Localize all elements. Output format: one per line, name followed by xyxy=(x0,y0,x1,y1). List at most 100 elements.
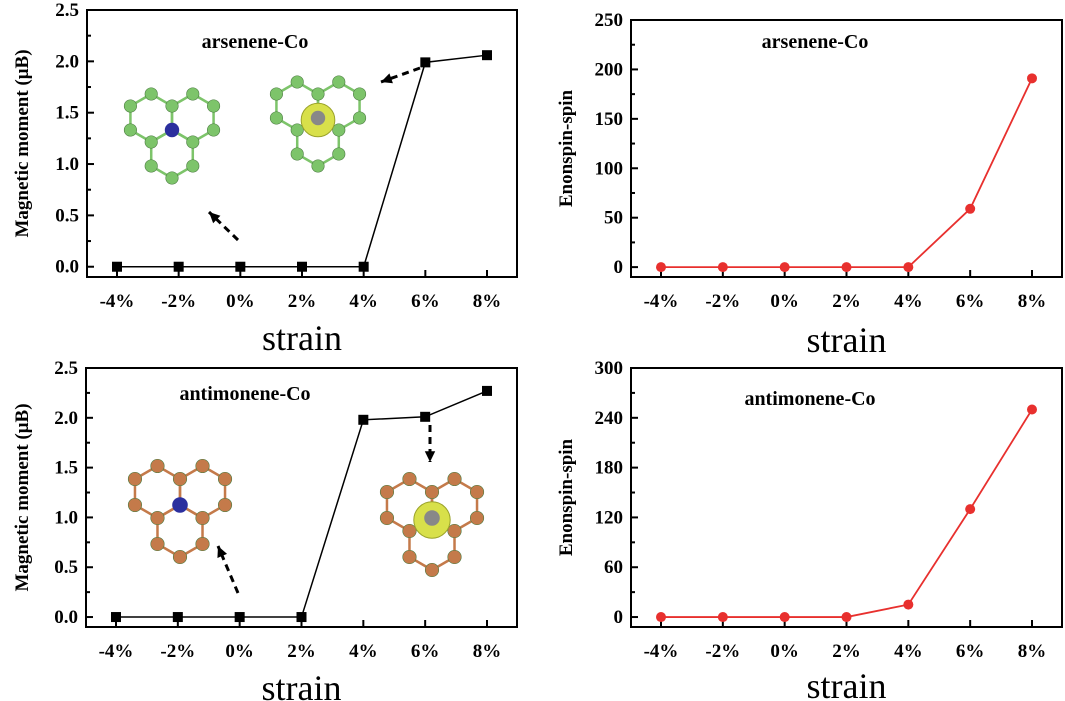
atom xyxy=(127,497,143,513)
x-tick-label: -4% xyxy=(100,291,135,312)
atom xyxy=(144,159,158,173)
data-point xyxy=(420,57,431,68)
x-tick-label: -2% xyxy=(160,641,195,662)
atom xyxy=(195,510,210,526)
atom xyxy=(207,99,221,113)
data-point xyxy=(841,262,852,273)
arrow-head xyxy=(209,212,221,224)
data-point xyxy=(779,612,790,623)
arrow-to-inset-1 xyxy=(380,66,421,84)
series-line xyxy=(117,54,488,268)
atom xyxy=(379,510,395,526)
y-tick-label: 0.0 xyxy=(54,607,78,628)
data-point xyxy=(903,262,914,273)
inset-structure-0 xyxy=(123,87,221,185)
atom xyxy=(402,549,417,565)
y-axis-label: Magnetic moment (μB) xyxy=(12,49,33,237)
x-tick-label: 6% xyxy=(411,641,440,662)
inset-structure-1 xyxy=(379,471,485,578)
atom xyxy=(469,484,485,500)
atom xyxy=(402,471,417,487)
arrow-head xyxy=(381,73,393,84)
atom xyxy=(150,458,165,474)
data-point xyxy=(358,414,369,425)
data-point xyxy=(779,262,790,273)
y-tick-label: 250 xyxy=(595,10,624,31)
atom xyxy=(290,123,304,137)
data-point xyxy=(1027,73,1037,84)
y-tick-label: 1.0 xyxy=(55,154,79,175)
x-tick-label: 4% xyxy=(894,291,923,312)
x-tick-label: 2% xyxy=(287,641,316,662)
atom xyxy=(311,159,325,173)
data-point xyxy=(1027,404,1037,415)
y-axis-label: Enonspin-spin xyxy=(556,438,577,556)
x-tick-label: -2% xyxy=(161,291,196,312)
x-tick-label: 6% xyxy=(956,641,985,662)
atom xyxy=(332,123,346,137)
x-tick-label: 2% xyxy=(832,291,861,312)
y-tick-label: 1.0 xyxy=(54,507,78,528)
atom xyxy=(269,111,283,125)
atom xyxy=(469,510,485,526)
data-point xyxy=(965,504,976,515)
y-tick-label: 2.0 xyxy=(55,51,79,72)
data-point xyxy=(717,612,728,623)
data-point xyxy=(173,261,184,272)
y-tick-label: 0.0 xyxy=(55,257,79,278)
y-tick-label: 2.0 xyxy=(54,408,78,429)
y-tick-label: 150 xyxy=(595,109,624,130)
atom xyxy=(447,549,462,565)
x-tick-label: -4% xyxy=(99,641,134,662)
atom xyxy=(195,536,210,552)
plot-frame xyxy=(85,367,518,628)
x-axis-label: strain xyxy=(807,666,887,701)
x-tick-label: 0% xyxy=(770,641,799,662)
data-point xyxy=(420,411,431,422)
x-tick-label: 2% xyxy=(288,291,317,312)
data-point xyxy=(903,599,914,610)
data-point xyxy=(965,203,976,214)
arrow-head xyxy=(424,451,436,462)
atom xyxy=(353,87,367,101)
data-point xyxy=(235,261,246,272)
cobalt-atom xyxy=(172,497,188,513)
data-point xyxy=(482,385,492,396)
x-tick-label: -4% xyxy=(644,291,679,312)
arrow-to-inset-0 xyxy=(207,210,240,242)
cobalt-atom xyxy=(310,110,326,126)
data-point xyxy=(482,50,492,61)
y-tick-label: 100 xyxy=(595,158,624,179)
x-tick-label: 0% xyxy=(770,291,799,312)
chart-panel-a: 0.0 0.5 1.0 1.5 2.0 2.5 -4% -2% 0% 2% 4% 6% 8% strain… xyxy=(12,0,518,358)
atom xyxy=(424,562,440,578)
data-point xyxy=(234,612,245,623)
chart-title: antimonene-Co xyxy=(179,383,310,405)
y-tick-label: 120 xyxy=(595,507,624,528)
data-point xyxy=(656,262,666,273)
x-tick-label: 8% xyxy=(1018,291,1047,312)
series-line xyxy=(661,409,1033,618)
atom xyxy=(195,458,210,474)
data-point xyxy=(296,612,307,623)
series-line xyxy=(661,77,1033,269)
atom xyxy=(217,497,233,513)
x-tick-label: -2% xyxy=(705,641,740,662)
atom xyxy=(165,99,179,113)
y-tick-label: 180 xyxy=(595,458,624,479)
atom xyxy=(290,147,304,161)
x-tick-label: -2% xyxy=(705,291,740,312)
chart-panel-c: 0.0 0.5 1.0 1.5 2.0 2.5 -4% -2% 0% 2% 4% 6% 8% strain… xyxy=(12,358,518,701)
x-tick-label: 4% xyxy=(349,291,378,312)
x-tick-label: 4% xyxy=(349,641,378,662)
cobalt-atom xyxy=(424,510,440,526)
inset-structure-0 xyxy=(127,458,233,565)
atom xyxy=(144,87,158,101)
chart-title: arsenene-Co xyxy=(762,31,869,53)
atom xyxy=(186,135,200,149)
data-point xyxy=(111,612,121,623)
x-axis-label: strain xyxy=(262,668,342,701)
x-tick-label: 2% xyxy=(832,641,861,662)
x-tick-label: 6% xyxy=(956,291,985,312)
